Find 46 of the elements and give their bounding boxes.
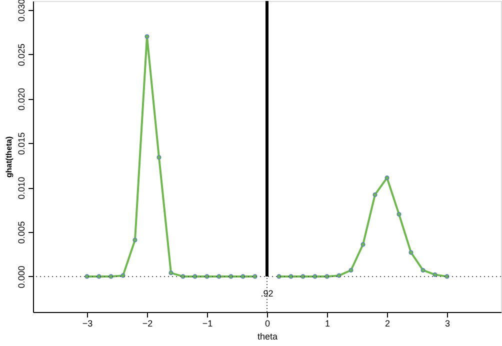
y-tick-label: 0.015 (16, 132, 26, 155)
point (96, 274, 102, 279)
x-tick-label: 1 (324, 318, 330, 328)
y-tick-label: 0.010 (16, 176, 26, 200)
point (432, 272, 438, 277)
point (372, 192, 378, 197)
x-tick-label: −2 (142, 318, 153, 328)
point (396, 212, 402, 217)
annotation: .92 (260, 288, 274, 298)
point (288, 274, 294, 279)
point (408, 250, 414, 255)
point (156, 155, 162, 160)
point (384, 176, 390, 180)
point (276, 274, 282, 279)
point (240, 274, 246, 279)
point (132, 238, 138, 242)
point (300, 274, 306, 279)
point (180, 274, 186, 279)
x-axis-title: theta (257, 332, 278, 342)
x-tick-label: 0 (264, 318, 270, 328)
x-tick-label: −3 (82, 318, 93, 328)
point (252, 274, 258, 279)
y-tick-label: 0.020 (16, 88, 26, 111)
point (312, 274, 318, 279)
x-tick-label: 2 (384, 318, 390, 328)
point (228, 274, 234, 279)
point (324, 274, 330, 279)
point (192, 274, 198, 279)
point (348, 268, 354, 273)
point (216, 274, 222, 279)
y-tick-label: 0.005 (16, 221, 26, 244)
y-tick-label: 0.000 (16, 266, 26, 288)
point (336, 273, 342, 278)
point (360, 242, 366, 247)
point (168, 270, 174, 276)
point (84, 274, 90, 279)
x-tick-label: 3 (444, 318, 450, 328)
x-tick-label: −1 (202, 318, 213, 328)
point (420, 268, 426, 273)
y-tick-label: 0.025 (16, 44, 26, 66)
y-axis-title: ghat(theta) (4, 136, 14, 178)
point (120, 273, 126, 278)
point (108, 274, 114, 279)
point (444, 274, 450, 279)
point (204, 274, 210, 279)
point (144, 34, 150, 39)
